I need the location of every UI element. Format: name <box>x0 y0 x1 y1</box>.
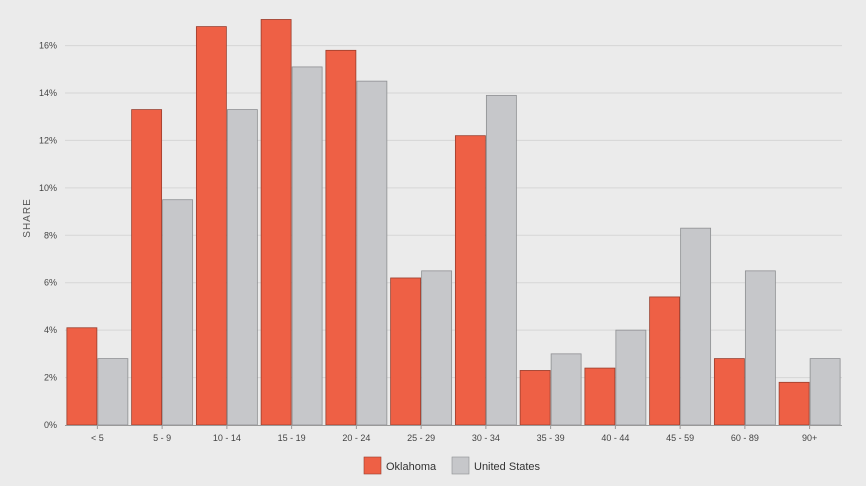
bar-oklahoma-9[interactable] <box>649 296 681 426</box>
bar-oklahoma-6[interactable] <box>454 135 486 426</box>
grid-lines <box>65 45 842 379</box>
y-tick-label: 8% <box>44 230 57 240</box>
bar-oklahoma-1[interactable] <box>131 109 163 426</box>
legend: Oklahoma United States <box>363 456 541 475</box>
y-tick-label: 14% <box>39 88 57 98</box>
y-tick-label: 4% <box>44 325 57 335</box>
y-tick-label: 6% <box>44 278 57 288</box>
x-tick-label: 20 - 24 <box>342 433 370 443</box>
bar-united-states-9[interactable] <box>680 227 712 426</box>
x-tick-label: 5 - 9 <box>153 433 171 443</box>
bar-oklahoma-3[interactable] <box>260 19 292 426</box>
bar-united-states-5[interactable] <box>421 270 453 426</box>
bar-united-states-1[interactable] <box>162 199 194 426</box>
y-tick-label: 12% <box>39 135 57 145</box>
y-axis-label: SHARE <box>22 198 33 237</box>
bar-united-states-0[interactable] <box>97 358 129 426</box>
x-tick-label: < 5 <box>91 433 104 443</box>
y-tick-label: 2% <box>44 373 57 383</box>
legend-label-oklahoma[interactable]: Oklahoma <box>386 461 437 473</box>
x-tick-label: 60 - 89 <box>731 433 759 443</box>
bar-united-states-7[interactable] <box>550 353 582 426</box>
x-tick-label: 10 - 14 <box>213 433 241 443</box>
bar-oklahoma-2[interactable] <box>195 26 227 426</box>
bar-oklahoma-8[interactable] <box>584 367 616 426</box>
bar-oklahoma-5[interactable] <box>390 277 422 426</box>
legend-swatch-united-states[interactable] <box>451 456 470 475</box>
bar-united-states-2[interactable] <box>226 109 258 426</box>
y-tick-label: 0% <box>44 420 57 430</box>
x-tick-label: 90+ <box>802 433 817 443</box>
bar-oklahoma-4[interactable] <box>325 49 357 426</box>
bar-united-states-3[interactable] <box>291 66 323 426</box>
x-tick-label: 40 - 44 <box>601 433 629 443</box>
bar-united-states-4[interactable] <box>356 80 388 426</box>
legend-label-united-states[interactable]: United States <box>474 461 541 473</box>
x-tick-label: 15 - 19 <box>278 433 306 443</box>
bars <box>66 19 841 426</box>
x-tick-label: 35 - 39 <box>537 433 565 443</box>
bar-united-states-10[interactable] <box>744 270 776 426</box>
bar-united-states-6[interactable] <box>485 94 517 426</box>
bar-united-states-11[interactable] <box>809 358 841 426</box>
y-tick-label: 16% <box>39 41 57 51</box>
bar-oklahoma-10[interactable] <box>713 358 745 426</box>
x-tick-label: 25 - 29 <box>407 433 435 443</box>
bar-oklahoma-0[interactable] <box>66 327 98 426</box>
bar-united-states-8[interactable] <box>615 329 647 426</box>
x-tick-label: 45 - 59 <box>666 433 694 443</box>
x-axis-ticks: < 5 5 - 9 10 - 14 15 - 19 20 - 24 25 - 29 30 -… <box>91 425 817 443</box>
y-axis-ticks: 0% 2% 4% 6% 8% 10% 12% 14% 16% <box>39 41 57 430</box>
x-tick-label: 30 - 34 <box>472 433 500 443</box>
y-tick-label: 10% <box>39 183 57 193</box>
legend-swatch-oklahoma[interactable] <box>363 456 382 475</box>
bar-oklahoma-11[interactable] <box>778 381 810 426</box>
bar-oklahoma-7[interactable] <box>519 370 551 426</box>
